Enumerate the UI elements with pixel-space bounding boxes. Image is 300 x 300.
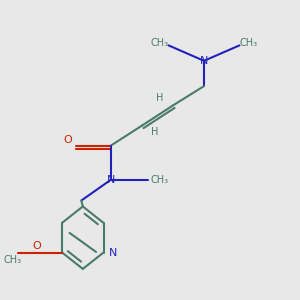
Text: N: N bbox=[109, 248, 117, 257]
Text: H: H bbox=[151, 127, 158, 137]
Text: N: N bbox=[200, 56, 208, 66]
Text: H: H bbox=[156, 93, 164, 103]
Text: O: O bbox=[33, 241, 41, 251]
Text: CH₃: CH₃ bbox=[150, 175, 168, 185]
Text: CH₃: CH₃ bbox=[3, 255, 22, 265]
Text: CH₃: CH₃ bbox=[239, 38, 257, 48]
Text: O: O bbox=[64, 135, 72, 145]
Text: CH₃: CH₃ bbox=[151, 38, 169, 48]
Text: N: N bbox=[107, 175, 115, 185]
